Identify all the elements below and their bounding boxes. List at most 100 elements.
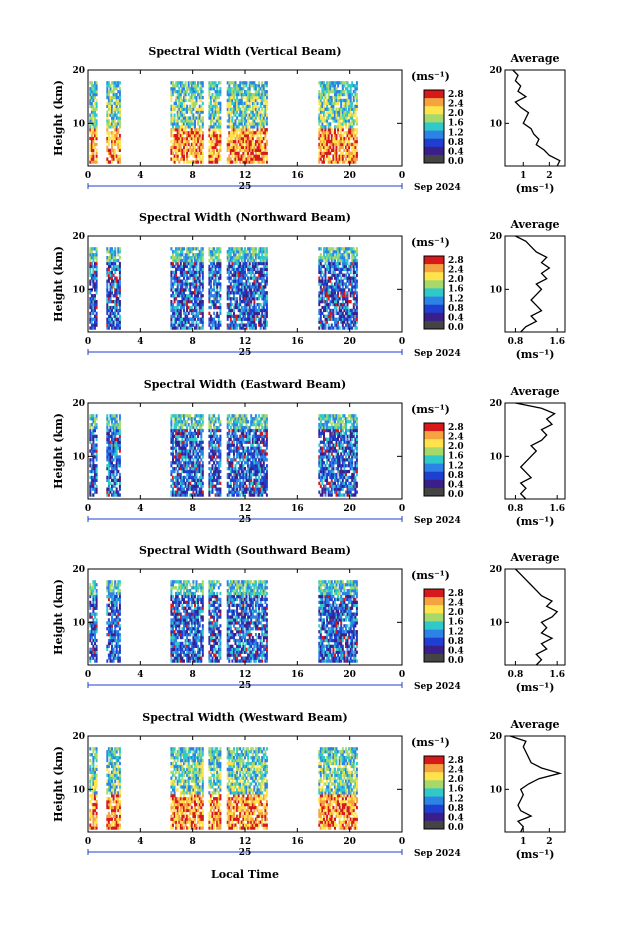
heatmap-cell — [341, 258, 344, 263]
heatmap-cell — [326, 151, 329, 155]
heatmap-cell — [247, 302, 250, 307]
heatmap-cell — [236, 279, 239, 283]
heatmap-cell — [352, 270, 355, 274]
heatmap-cell — [324, 279, 327, 283]
heatmap-cell — [340, 142, 343, 147]
heatmap-cell — [107, 493, 110, 497]
heatmap-cell — [256, 276, 259, 280]
heatmap-cell — [195, 314, 198, 318]
heatmap-cell — [184, 314, 187, 318]
heatmap-cell — [247, 294, 250, 298]
heatmap-cell — [236, 326, 239, 330]
x-tick-label: 0 — [85, 171, 91, 181]
heatmap-cell — [219, 273, 222, 277]
heatmap-cell — [209, 317, 212, 321]
heatmap-cell — [244, 302, 246, 307]
heatmap-cell — [178, 425, 181, 430]
heatmap-cell — [338, 160, 341, 164]
heatmap-cell — [351, 134, 354, 138]
heatmap-cell — [216, 134, 219, 138]
heatmap-cell — [248, 87, 251, 91]
heatmap-cell — [114, 84, 117, 88]
heatmap-cell — [214, 267, 217, 271]
heatmap-cell — [118, 487, 121, 491]
heatmap-cell — [109, 250, 112, 254]
heatmap-cell — [95, 273, 98, 277]
heatmap-cell — [239, 261, 242, 266]
heatmap-cell — [214, 122, 217, 126]
heatmap-cell — [256, 139, 259, 144]
heatmap-cell — [192, 484, 195, 488]
heatmap-cell — [245, 145, 248, 149]
heatmap-cell — [197, 247, 200, 251]
heatmap-cell — [326, 136, 329, 141]
heatmap-cell — [90, 323, 93, 327]
heatmap-cell — [197, 285, 200, 289]
colorbar-tick-label: 2.8 — [448, 90, 464, 100]
heatmap-cell — [337, 81, 340, 85]
colorbar-segment — [424, 138, 444, 148]
heatmap-cell — [351, 142, 354, 147]
heatmap-cell — [194, 434, 196, 438]
heatmap-cell — [346, 92, 349, 97]
heatmap-cell — [183, 455, 185, 459]
heatmap-cell — [170, 131, 173, 135]
heatmap-cell — [172, 145, 174, 149]
heatmap-cell — [340, 131, 343, 135]
heatmap-cell — [178, 291, 181, 295]
heatmap-cell — [118, 428, 121, 433]
heatmap-cell — [94, 425, 96, 430]
heatmap-cell — [338, 282, 341, 286]
heatmap-cell — [172, 107, 174, 111]
heatmap-cell — [201, 160, 204, 164]
heatmap-cell — [183, 417, 185, 421]
heatmap-cell — [118, 455, 121, 459]
heatmap-cell — [228, 253, 231, 257]
heatmap-cell — [318, 142, 321, 147]
heatmap-cell — [338, 110, 341, 114]
heatmap-cell — [326, 282, 329, 286]
heatmap-cell — [211, 81, 214, 85]
heatmap-cell — [190, 475, 193, 480]
heatmap-cell — [341, 160, 344, 164]
heatmap-cell — [240, 326, 243, 330]
heatmap-cell — [258, 148, 261, 152]
heatmap-cell — [175, 136, 178, 141]
heatmap-cell — [192, 478, 195, 482]
heatmap-cell — [217, 119, 220, 123]
heatmap-cell — [323, 84, 325, 88]
heatmap-cell — [251, 107, 254, 111]
heatmap-cell — [90, 484, 93, 488]
heatmap-cell — [240, 247, 243, 251]
heatmap-cell — [106, 302, 109, 307]
heatmap-cell — [112, 267, 115, 271]
heatmap-cell — [216, 256, 219, 260]
heatmap-cell — [107, 98, 110, 103]
heatmap-cell — [326, 116, 329, 120]
heatmap-cell — [181, 320, 184, 324]
heatmap-cell — [200, 92, 203, 97]
heatmap-cell — [118, 475, 121, 480]
heatmap-cell — [233, 326, 235, 330]
heatmap-cell — [107, 443, 110, 447]
heatmap-cell — [107, 142, 110, 147]
heatmap-cell — [114, 484, 117, 488]
heatmap-cell — [234, 136, 237, 141]
heatmap-cell — [226, 311, 229, 315]
heatmap-cell — [231, 125, 234, 129]
heatmap-cell — [187, 125, 190, 129]
heatmap-cell — [194, 256, 196, 260]
heatmap-cell — [195, 323, 198, 327]
heatmap-cell — [192, 282, 195, 286]
heatmap-cell — [247, 285, 250, 289]
heatmap-cell — [194, 493, 196, 497]
heatmap-cell — [253, 98, 256, 103]
heatmap-cell — [318, 297, 321, 301]
heatmap-cell — [95, 92, 98, 97]
heatmap-cell — [240, 256, 243, 260]
heatmap-cell — [217, 151, 220, 155]
heatmap-cell — [181, 282, 184, 286]
heatmap-cell — [346, 160, 349, 164]
heatmap-cell — [184, 317, 187, 321]
heatmap-cell — [170, 279, 173, 283]
